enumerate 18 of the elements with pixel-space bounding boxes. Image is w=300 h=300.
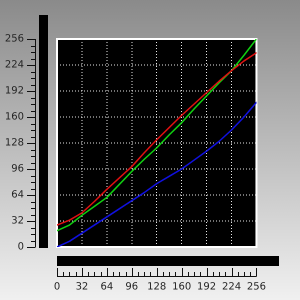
x-tick-label: 224 [222, 282, 242, 293]
x-tick-label: 96 [125, 282, 138, 293]
y-tick-label: 224 [4, 60, 24, 71]
y-tick-label: 128 [4, 138, 24, 149]
y-tick-label: 256 [4, 34, 24, 45]
y-tick-label: 0 [18, 242, 24, 253]
y-tick-label: 64 [11, 190, 24, 201]
x-tick-label: 128 [147, 282, 166, 293]
x-tick-label: 160 [172, 282, 192, 293]
x-tick-label: 0 [54, 282, 60, 293]
y-tick-label: 96 [11, 164, 24, 175]
x-tick-label: 256 [246, 282, 266, 293]
x-tick-label: 192 [197, 282, 216, 293]
y-tick-label: 32 [11, 216, 24, 227]
x-tick-label: 32 [76, 282, 88, 293]
y-tick-label: 160 [4, 112, 24, 123]
x-tick-label: 64 [100, 282, 114, 293]
y-tick-label: 192 [4, 86, 24, 97]
